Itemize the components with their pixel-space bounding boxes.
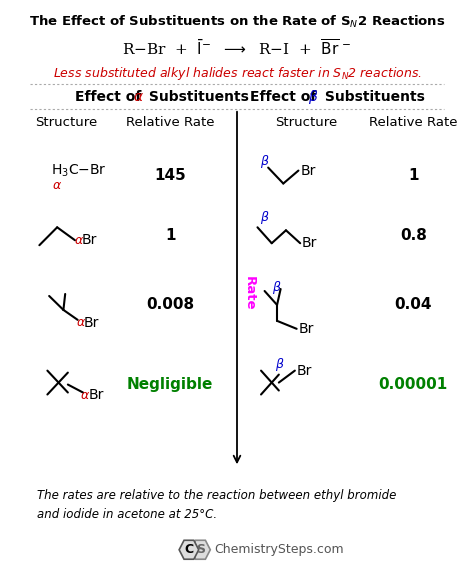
Text: Less substituted alkyl halides react faster in S$_{N}$2 reactions.: Less substituted alkyl halides react fas… (53, 64, 421, 81)
Text: Br: Br (300, 164, 316, 178)
Text: Br: Br (299, 322, 314, 336)
Text: $\beta$: $\beta$ (272, 278, 282, 296)
Text: 0.8: 0.8 (400, 228, 427, 243)
Text: Br: Br (88, 389, 104, 403)
Text: C: C (184, 543, 193, 556)
Text: $\beta$: $\beta$ (260, 153, 269, 170)
Text: $\alpha$: $\alpha$ (133, 90, 144, 104)
Text: ChemistrySteps.com: ChemistrySteps.com (215, 543, 345, 556)
Text: 0.00001: 0.00001 (379, 377, 448, 392)
Text: $\alpha$: $\alpha$ (76, 316, 86, 329)
Text: Substituents: Substituents (320, 90, 425, 104)
Text: $\beta$: $\beta$ (309, 88, 319, 106)
Text: 0.008: 0.008 (146, 297, 194, 313)
Text: Effect of: Effect of (75, 90, 146, 104)
Text: Relative Rate: Relative Rate (369, 116, 457, 130)
Text: 1: 1 (165, 228, 175, 243)
Text: R$-$Br  +  $\bar{\mathrm{I}}^{-}$  $\longrightarrow$  R$-$I  +  $\overline{\math: R$-$Br + $\bar{\mathrm{I}}^{-}$ $\longri… (122, 39, 352, 59)
Text: Br: Br (302, 236, 318, 250)
Text: S: S (196, 543, 205, 556)
Text: The rates are relative to the reaction between ethyl bromide
and iodide in aceto: The rates are relative to the reaction b… (36, 489, 396, 521)
Text: Br: Br (82, 233, 98, 248)
Text: Substituents: Substituents (145, 90, 249, 104)
Text: 0.04: 0.04 (394, 297, 432, 313)
Text: Negligible: Negligible (127, 377, 213, 392)
Text: The Effect of Substituents on the Rate of S$_{N}$2 Reactions: The Effect of Substituents on the Rate o… (29, 15, 445, 30)
Text: Effect of: Effect of (250, 90, 321, 104)
Text: Rate: Rate (242, 276, 255, 310)
Text: $\beta$: $\beta$ (260, 209, 269, 226)
Text: $\alpha$: $\alpha$ (74, 234, 84, 247)
Text: Relative Rate: Relative Rate (126, 116, 214, 130)
Text: 145: 145 (155, 168, 186, 183)
Text: Br: Br (297, 364, 312, 378)
Text: $\beta$: $\beta$ (275, 356, 284, 373)
Text: Structure: Structure (275, 116, 337, 130)
Text: 1: 1 (408, 168, 419, 183)
Text: Br: Br (84, 316, 99, 330)
Text: H$_3$C$-$Br: H$_3$C$-$Br (51, 162, 107, 179)
Text: Structure: Structure (35, 116, 97, 130)
Text: $\alpha$: $\alpha$ (80, 389, 91, 402)
Text: $\alpha$: $\alpha$ (52, 179, 62, 192)
